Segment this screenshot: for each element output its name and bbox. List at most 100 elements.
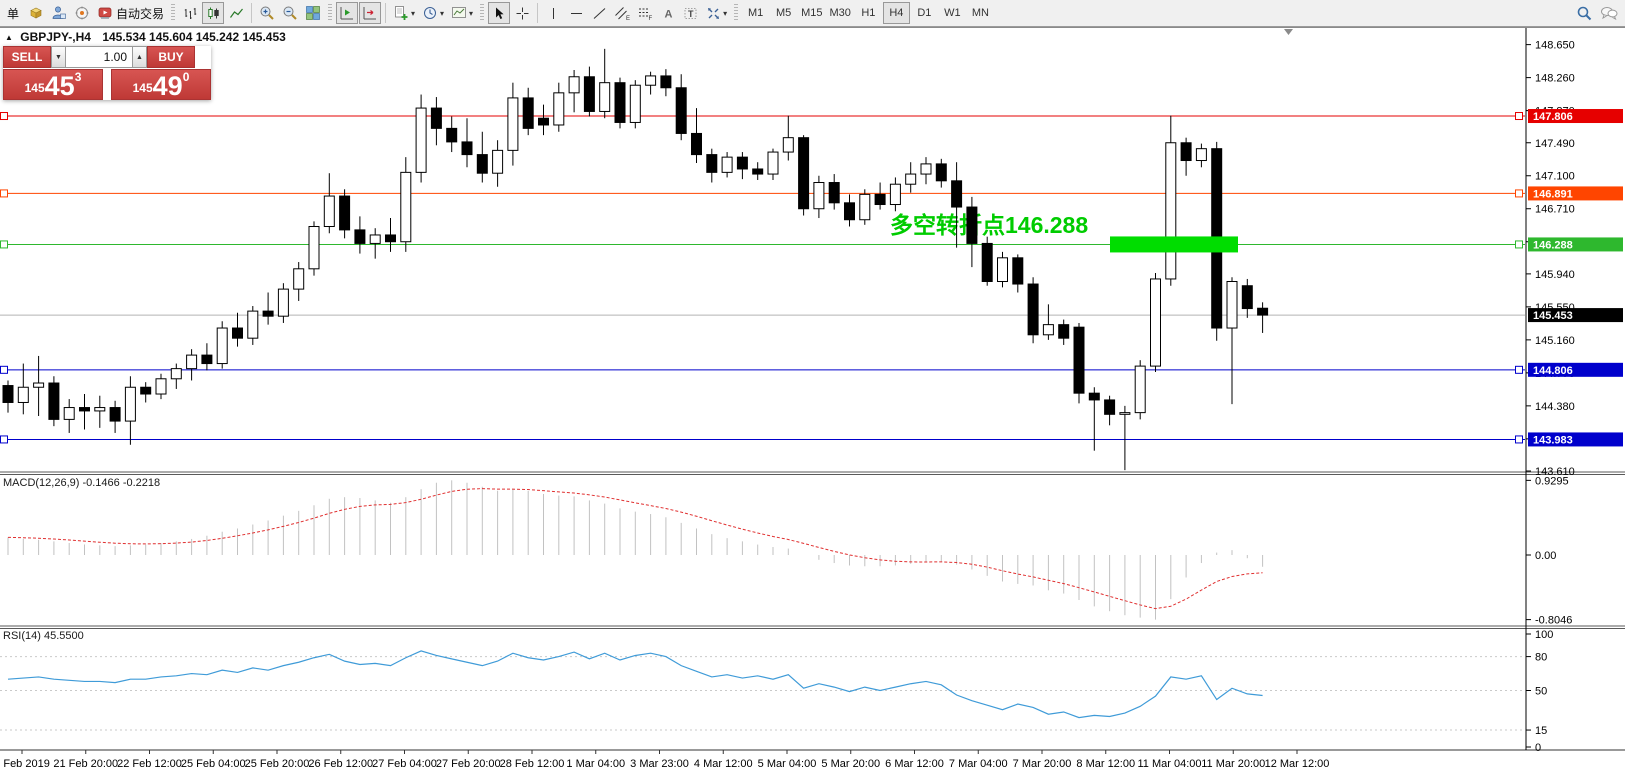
svg-text:144.806: 144.806	[1533, 365, 1573, 377]
volume-decrease-button[interactable]: ▼	[51, 46, 66, 68]
time-axis-label: 5 Mar 20:00	[821, 758, 880, 770]
dropdown-arrow-icon: ▾	[723, 8, 728, 18]
candle	[583, 66, 595, 117]
hline-handle[interactable]	[1515, 112, 1523, 121]
candle	[170, 363, 182, 389]
symbol-ohlc-values: 145.534 145.604 145.242 145.453	[102, 30, 286, 44]
one-click-trading-panel: SELL ▼ 1.00 ▲ BUY 145 45 3 145 49 0	[3, 46, 211, 100]
timeframe-h1[interactable]: H1	[855, 2, 882, 24]
chat-button[interactable]	[1597, 2, 1621, 24]
channel-tool-button[interactable]: E	[611, 2, 633, 24]
toolbar-grip	[480, 4, 485, 22]
hline-handle[interactable]	[1515, 240, 1523, 249]
timeframe-m5[interactable]: M5	[770, 2, 797, 24]
sell-button[interactable]: SELL	[3, 46, 51, 68]
candle	[538, 104, 549, 136]
autotrading-button[interactable]: 自动交易	[94, 2, 167, 24]
timeframe-mn[interactable]: MN	[967, 2, 994, 24]
candle	[553, 82, 565, 132]
candle	[660, 69, 672, 97]
arrows-icon	[708, 7, 720, 19]
search-button[interactable]	[1573, 2, 1596, 24]
chart-shift-icon	[340, 7, 354, 20]
zoom-in-icon	[260, 6, 274, 20]
indicator-levels-layer	[0, 656, 1525, 731]
candle	[415, 94, 427, 183]
cursor-icon	[495, 7, 504, 19]
templates-button[interactable]: ▾	[448, 2, 476, 24]
timeframe-m1[interactable]: M1	[742, 2, 769, 24]
hline-handle[interactable]	[0, 189, 8, 198]
buy-price-prefix: 145	[132, 81, 153, 95]
cursor-tool-button[interactable]	[488, 2, 511, 24]
svg-text:146.288: 146.288	[1533, 239, 1573, 251]
bar-chart-button[interactable]	[179, 2, 201, 24]
toolbar: 单	[0, 0, 1625, 27]
hline-handle[interactable]	[0, 365, 8, 374]
time-axis-label: 4 Mar 12:00	[694, 758, 753, 770]
highlight-box-layer[interactable]	[1110, 236, 1238, 253]
zoom-out-button[interactable]	[279, 2, 301, 24]
bar-chart-icon	[184, 7, 196, 19]
sell-price-display[interactable]: 145 45 3	[3, 69, 103, 100]
fibonacci-icon: F	[639, 8, 653, 21]
price-tick-label: 144.380	[1535, 401, 1575, 413]
vertical-line-tool-button[interactable]	[542, 2, 564, 24]
buy-button[interactable]: BUY	[147, 46, 195, 68]
new-order-button[interactable]: 单	[2, 2, 24, 24]
candle	[385, 218, 396, 252]
volume-increase-button[interactable]: ▲	[132, 46, 147, 68]
candle	[1042, 304, 1054, 340]
candle	[476, 131, 488, 183]
hline-handle[interactable]	[1515, 365, 1523, 374]
hline-handle[interactable]	[0, 435, 8, 444]
crosshair-tool-button[interactable]	[511, 2, 533, 24]
fibonacci-tool-button[interactable]: F	[634, 2, 656, 24]
horizontal-lines-layer[interactable]	[0, 112, 1525, 444]
text-label-tool-button[interactable]: T	[680, 2, 702, 24]
line-chart-button[interactable]	[225, 2, 247, 24]
one-click-panel-toggle-icon[interactable]: ▲	[5, 33, 13, 42]
hline-handle[interactable]	[0, 112, 8, 121]
time-axis-label: 28 Feb 12:00	[500, 758, 565, 770]
candle	[813, 175, 825, 219]
timeframe-d1[interactable]: D1	[911, 2, 938, 24]
tile-windows-button[interactable]	[302, 2, 324, 24]
hline-handle[interactable]	[1515, 435, 1523, 444]
candle	[1027, 277, 1039, 344]
text-tool-button[interactable]: A	[657, 2, 679, 24]
new-order-cube-button[interactable]	[25, 2, 47, 24]
trendline-tool-button[interactable]	[588, 2, 610, 24]
volume-input[interactable]: 1.00	[66, 46, 132, 68]
auto-scroll-button[interactable]	[359, 2, 382, 24]
arrows-tool-button[interactable]: ▾	[703, 2, 730, 24]
periods-button[interactable]: ▾	[419, 2, 447, 24]
candle	[94, 395, 106, 428]
timeframe-m15[interactable]: M15	[798, 2, 825, 24]
market-watch-button[interactable]	[48, 2, 70, 24]
candle	[323, 173, 335, 234]
hline-handle[interactable]	[1515, 189, 1523, 198]
highlight-rectangle[interactable]	[1110, 236, 1238, 253]
hline-handle[interactable]	[0, 240, 8, 249]
zoom-in-button[interactable]	[256, 2, 278, 24]
rsi-tick-label: 15	[1535, 725, 1547, 737]
timeframe-m30[interactable]: M30	[826, 2, 853, 24]
chart-background	[0, 27, 1625, 774]
timeframe-h4[interactable]: H4	[882, 2, 910, 24]
candle	[752, 162, 764, 180]
price-axis[interactable]: 148.650148.260147.870147.490147.100146.7…	[1526, 40, 1623, 754]
time-axis-label: 8 Mar 12:00	[1076, 758, 1135, 770]
buy-price-display[interactable]: 145 49 0	[111, 69, 211, 100]
chat-icon	[1601, 7, 1618, 21]
indicators-button[interactable]: ▾	[390, 2, 418, 24]
chart-shift-button[interactable]	[336, 2, 359, 24]
candlestick-chart-button[interactable]	[202, 2, 225, 24]
candle	[277, 283, 289, 323]
horizontal-line-tool-button[interactable]	[565, 2, 587, 24]
timeframe-w1[interactable]: W1	[939, 2, 966, 24]
candle	[951, 162, 963, 248]
navigator-button[interactable]	[71, 2, 93, 24]
